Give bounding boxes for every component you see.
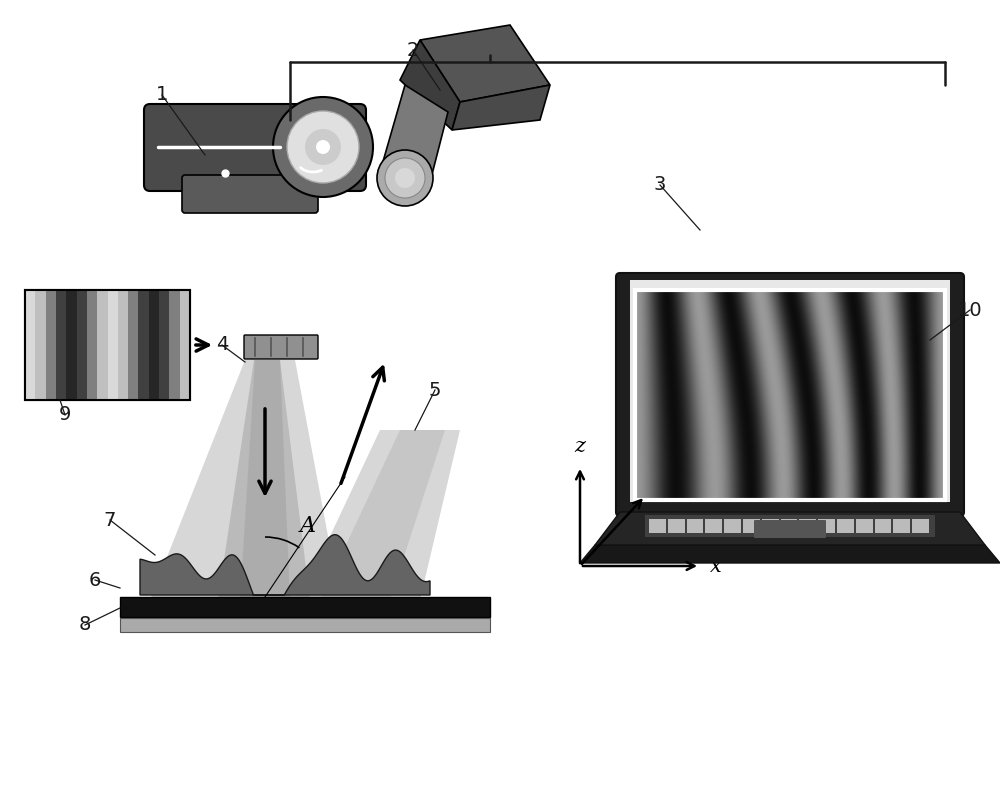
Bar: [149, 290, 159, 400]
Text: 7: 7: [104, 510, 116, 529]
Bar: [46, 290, 56, 400]
Text: 5: 5: [429, 380, 441, 400]
Bar: [35, 290, 46, 400]
Text: 10: 10: [958, 301, 982, 319]
Bar: [118, 290, 128, 400]
FancyBboxPatch shape: [182, 175, 318, 213]
FancyBboxPatch shape: [754, 520, 826, 538]
FancyBboxPatch shape: [144, 104, 366, 191]
Bar: [120, 597, 490, 617]
Bar: [25, 290, 190, 400]
Polygon shape: [140, 535, 430, 595]
Bar: [649, 519, 666, 533]
Bar: [724, 519, 741, 533]
Bar: [875, 519, 891, 533]
Bar: [705, 519, 722, 533]
Bar: [87, 290, 97, 400]
Bar: [180, 290, 190, 400]
Polygon shape: [150, 360, 340, 600]
Bar: [762, 519, 779, 533]
Bar: [818, 519, 835, 533]
Bar: [856, 519, 873, 533]
Bar: [120, 618, 490, 632]
Bar: [56, 290, 66, 400]
Text: y: y: [652, 469, 664, 488]
Polygon shape: [452, 85, 550, 130]
Bar: [66, 290, 77, 400]
Polygon shape: [580, 545, 1000, 563]
Bar: [630, 280, 950, 502]
Polygon shape: [595, 512, 985, 545]
Bar: [893, 519, 910, 533]
Polygon shape: [382, 85, 448, 190]
Circle shape: [305, 129, 341, 165]
Bar: [635, 290, 945, 500]
Circle shape: [273, 97, 373, 197]
Circle shape: [316, 140, 330, 154]
Bar: [108, 290, 118, 400]
Polygon shape: [240, 360, 310, 600]
Text: z: z: [574, 437, 586, 456]
Text: 1: 1: [156, 85, 168, 104]
Bar: [25, 290, 190, 400]
Text: 3: 3: [654, 175, 666, 194]
Text: A: A: [300, 515, 316, 537]
Polygon shape: [420, 25, 550, 102]
Circle shape: [377, 150, 433, 206]
Bar: [169, 290, 180, 400]
Bar: [97, 290, 108, 400]
Bar: [128, 290, 138, 400]
Polygon shape: [300, 430, 460, 600]
Text: 6: 6: [89, 571, 101, 590]
Polygon shape: [320, 430, 445, 600]
Bar: [25, 290, 35, 400]
Polygon shape: [400, 40, 460, 130]
Polygon shape: [218, 360, 290, 600]
Text: x: x: [710, 556, 722, 576]
Circle shape: [395, 168, 415, 188]
Text: 2: 2: [407, 41, 419, 60]
Circle shape: [385, 158, 425, 198]
Text: 8: 8: [79, 615, 91, 634]
Bar: [668, 519, 685, 533]
Bar: [799, 519, 816, 533]
Bar: [912, 519, 929, 533]
Text: 9: 9: [59, 405, 71, 424]
FancyBboxPatch shape: [244, 335, 318, 359]
Bar: [837, 519, 854, 533]
Bar: [159, 290, 169, 400]
Bar: [687, 519, 703, 533]
Bar: [645, 515, 935, 537]
Circle shape: [287, 111, 359, 183]
Bar: [77, 290, 87, 400]
FancyBboxPatch shape: [616, 273, 964, 516]
Text: 4: 4: [216, 335, 228, 354]
Bar: [743, 519, 760, 533]
Bar: [138, 290, 149, 400]
Bar: [781, 519, 797, 533]
